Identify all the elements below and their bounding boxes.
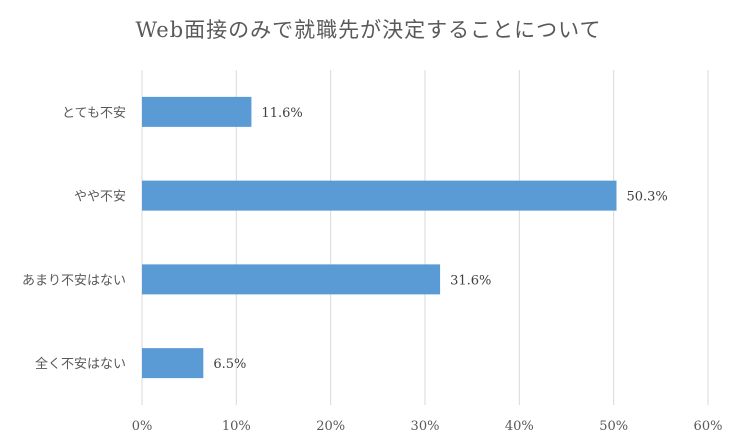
x-tick-label: 30% [411,419,440,434]
x-tick-label: 60% [694,419,723,434]
x-tick-label: 40% [505,419,534,434]
labels: 0% 10% 20% 30% 40% 50% 60% とても不安 11.6% やや不安 50.3% あ… [22,106,722,434]
bars [142,96,617,379]
category-label: とても不安 [62,106,126,121]
bar [142,180,617,211]
x-tick-label: 10% [222,419,251,434]
x-tick-label: 0% [132,419,153,434]
data-label: 6.5% [213,357,246,372]
data-label: 11.6% [261,106,302,121]
category-label: あまり不安はない [22,273,126,288]
data-label: 31.6% [450,273,491,288]
bar [142,348,204,379]
bar [142,96,252,127]
bar [142,264,441,295]
category-label: やや不安 [74,190,126,205]
category-label: 全く不安はない [35,356,126,372]
x-tick-label: 20% [316,419,345,434]
chart-title: Web面接のみで就職先が決定することについて [135,18,602,42]
x-tick-label: 50% [599,419,628,434]
data-label: 50.3% [626,190,667,205]
